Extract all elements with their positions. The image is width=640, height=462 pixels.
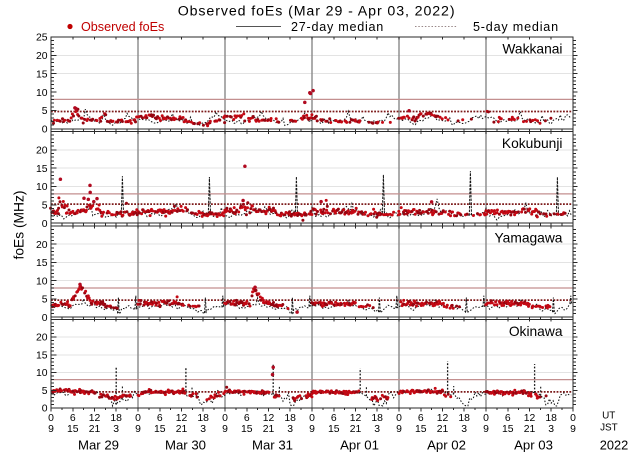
svg-text:15: 15 [36,164,48,175]
svg-text:18: 18 [284,413,296,424]
svg-text:12: 12 [89,413,101,424]
svg-text:15: 15 [415,424,427,435]
svg-text:0: 0 [135,413,141,424]
svg-text:0: 0 [42,125,48,136]
svg-text:0: 0 [42,404,48,415]
svg-text:3: 3 [287,424,293,435]
svg-text:10: 10 [36,368,48,379]
svg-text:Mar 30: Mar 30 [165,438,206,453]
svg-text:0: 0 [570,413,576,424]
svg-text:15: 15 [36,258,48,269]
svg-text:5: 5 [42,386,48,397]
svg-text:6: 6 [157,413,163,424]
svg-text:15: 15 [67,424,79,435]
svg-text:21: 21 [437,424,449,435]
svg-text:20: 20 [36,51,48,62]
svg-text:9: 9 [570,424,576,435]
svg-text:12: 12 [263,413,275,424]
svg-text:6: 6 [244,413,250,424]
svg-text:12: 12 [524,413,536,424]
svg-text:0: 0 [222,413,228,424]
svg-text:20: 20 [36,240,48,251]
svg-text:foEs (MHz): foEs (MHz) [12,191,27,260]
svg-text:21: 21 [263,424,275,435]
svg-text:2022: 2022 [600,437,628,452]
svg-text:3: 3 [548,424,554,435]
svg-text:Apr 01: Apr 01 [340,438,379,453]
svg-text:0: 0 [483,413,489,424]
svg-text:15: 15 [36,351,48,362]
svg-text:18: 18 [110,413,122,424]
svg-text:18: 18 [371,413,383,424]
svg-text:Apr 02: Apr 02 [427,438,466,453]
svg-text:21: 21 [89,424,101,435]
svg-text:20: 20 [36,333,48,344]
svg-text:Mar 31: Mar 31 [252,438,293,453]
svg-text:6: 6 [505,413,511,424]
svg-text:3: 3 [374,424,380,435]
svg-text:Observed foEs (Mar 29 - Apr 03: Observed foEs (Mar 29 - Apr 03, 2022) [178,4,456,20]
svg-text:0: 0 [309,413,315,424]
svg-text:Observed foEs: Observed foEs [81,20,164,34]
svg-text:0: 0 [396,413,402,424]
svg-text:15: 15 [502,424,514,435]
svg-text:JST: JST [600,422,618,433]
svg-text:Okinawa: Okinawa [509,324,563,339]
svg-text:12: 12 [176,413,188,424]
svg-text:9: 9 [396,424,402,435]
svg-text:25: 25 [36,33,48,44]
svg-text:9: 9 [483,424,489,435]
svg-text:18: 18 [197,413,209,424]
svg-text:20: 20 [36,146,48,157]
svg-text:10: 10 [36,88,48,99]
svg-text:10: 10 [36,276,48,287]
svg-text:15: 15 [328,424,340,435]
svg-text:21: 21 [524,424,536,435]
svg-text:Yamagawa: Yamagawa [494,231,562,246]
svg-text:10: 10 [36,182,48,193]
svg-text:27-day median: 27-day median [291,20,384,34]
svg-text:3: 3 [461,424,467,435]
svg-text:5-day median: 5-day median [473,20,559,34]
svg-text:21: 21 [176,424,188,435]
svg-text:12: 12 [350,413,362,424]
svg-text:Mar 29: Mar 29 [78,438,119,453]
svg-text:9: 9 [135,424,141,435]
svg-text:0: 0 [42,219,48,230]
svg-text:5: 5 [42,295,48,306]
svg-text:Wakkanai: Wakkanai [502,42,562,57]
svg-text:18: 18 [545,413,557,424]
svg-text:6: 6 [331,413,337,424]
svg-text:0: 0 [42,313,48,324]
svg-text:15: 15 [36,69,48,80]
svg-text:Kokubunji: Kokubunji [502,136,563,151]
svg-text:Apr 03: Apr 03 [514,438,553,453]
svg-text:UT: UT [602,411,615,422]
svg-text:5: 5 [42,201,48,212]
svg-text:3: 3 [200,424,206,435]
svg-text:5: 5 [42,106,48,117]
svg-text:0: 0 [48,413,54,424]
svg-text:6: 6 [418,413,424,424]
svg-text:6: 6 [70,413,76,424]
svg-text:18: 18 [458,413,470,424]
svg-text:21: 21 [350,424,362,435]
svg-text:12: 12 [437,413,449,424]
svg-text:9: 9 [309,424,315,435]
svg-text:15: 15 [154,424,166,435]
svg-text:9: 9 [222,424,228,435]
svg-text:9: 9 [48,424,54,435]
svg-text:15: 15 [241,424,253,435]
svg-text:3: 3 [113,424,119,435]
